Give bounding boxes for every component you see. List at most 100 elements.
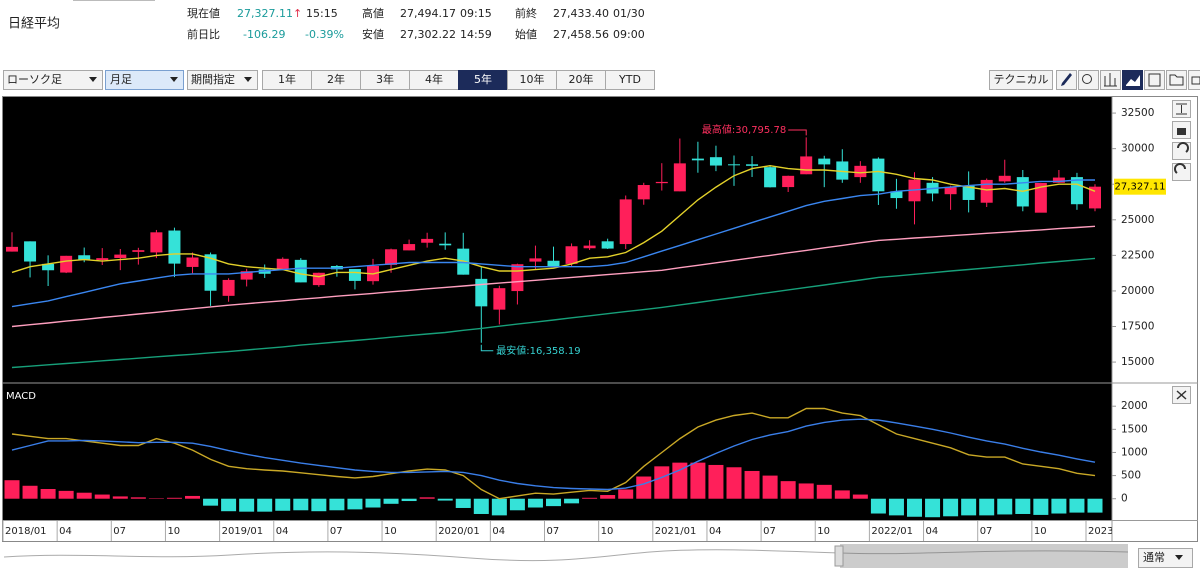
- candle-body: [583, 245, 596, 249]
- x-axis: 2018/01 04 07 10 2019/01 04 07 10 2020/01 04 07 10 2…: [2, 521, 1112, 541]
- glyph: [1104, 73, 1117, 87]
- range-button[interactable]: 2年: [311, 70, 361, 90]
- value: 27,327.11: [237, 7, 293, 20]
- candle-body: [529, 258, 542, 262]
- annotation-connector: [788, 129, 807, 136]
- histogram-bar: [780, 481, 796, 499]
- x-tick-label: 04: [926, 526, 939, 537]
- y-tick-label: 1000: [1121, 446, 1148, 458]
- range-button[interactable]: 3年: [360, 70, 410, 90]
- candle-body: [818, 158, 831, 165]
- range-button[interactable]: 10年: [507, 70, 557, 90]
- chart-type-select[interactable]: ローソク足: [3, 70, 103, 90]
- select-box: [1138, 548, 1193, 568]
- period-select[interactable]: 期間指定: [187, 70, 258, 90]
- navigator-handle[interactable]: [834, 545, 844, 567]
- candle-body: [800, 156, 813, 175]
- y-tick-label: 30000: [1121, 143, 1154, 155]
- histogram-bar: [564, 498, 580, 504]
- histogram-bar: [852, 494, 868, 499]
- x-tick-label: 2021/01: [655, 526, 697, 537]
- candle-body: [186, 257, 199, 267]
- y-tick-label: 20000: [1121, 285, 1154, 297]
- mode-select[interactable]: 通常: [1138, 548, 1193, 568]
- histogram-bar: [1069, 498, 1085, 513]
- select-box: [187, 70, 258, 90]
- arrow: ↑: [293, 7, 302, 20]
- navigator-window[interactable]: [840, 544, 1128, 568]
- label: 高値: [362, 6, 384, 20]
- y-tick-label: 17500: [1121, 321, 1154, 333]
- histogram-bar: [329, 498, 345, 511]
- candle-body: [511, 264, 524, 292]
- y-tick-label: 25000: [1121, 214, 1154, 226]
- y-tick-label: 32500: [1121, 107, 1154, 119]
- histogram-bar: [618, 489, 634, 499]
- histogram-bar: [112, 496, 128, 499]
- histogram-bar: [744, 470, 760, 499]
- glyph: [1177, 142, 1189, 153]
- candle-body: [42, 263, 55, 271]
- candle-body: [240, 271, 253, 280]
- candle-body: [890, 191, 903, 199]
- candle-body: [403, 244, 416, 251]
- icon-print[interactable]: [1188, 70, 1200, 90]
- frame: [2, 96, 1198, 542]
- glyph: [1176, 390, 1187, 400]
- select-text: 期間指定: [191, 72, 235, 86]
- icon-save[interactable]: [1144, 70, 1165, 90]
- interval-select[interactable]: 月足: [105, 70, 184, 90]
- glyph: [1176, 103, 1187, 115]
- candle-body: [150, 232, 163, 253]
- candle-body: [836, 161, 849, 180]
- candle-body: [276, 258, 289, 270]
- histogram-bar: [257, 498, 273, 512]
- histogram-bar: [798, 483, 814, 499]
- range-button[interactable]: 4年: [409, 70, 459, 90]
- quote: 現在値 27,327.11 ↑ 15:15 高値 27,494.17 09:15…: [187, 6, 645, 41]
- histogram-bar: [997, 498, 1013, 515]
- button-text: 3年: [376, 72, 394, 86]
- histogram-bar: [239, 498, 255, 512]
- histogram-bar: [455, 498, 471, 508]
- histogram-bar: [816, 484, 832, 499]
- x-tick-label: 2018/01: [5, 526, 47, 537]
- histogram-bar: [582, 497, 598, 499]
- label: 前日比: [187, 27, 220, 41]
- candle-body: [565, 246, 578, 264]
- histogram-bar: [365, 498, 381, 508]
- x-tick-label: 07: [547, 526, 560, 537]
- caret: [1175, 555, 1183, 560]
- candle-body: [728, 164, 740, 166]
- value: 27,433.40: [553, 7, 609, 20]
- histogram-bar: [166, 497, 182, 499]
- range-button[interactable]: 5年: [458, 70, 508, 90]
- candle-body: [439, 243, 452, 246]
- candle-body: [691, 158, 704, 161]
- histogram-bar: [907, 498, 922, 517]
- candle-body: [60, 255, 73, 273]
- button-text: 4年: [425, 72, 443, 86]
- range-button[interactable]: 20年: [556, 70, 606, 90]
- x-tick-label: 07: [330, 526, 343, 537]
- histogram-bar: [401, 498, 417, 502]
- range-button[interactable]: YTD: [605, 70, 655, 90]
- select-text: ローソク足: [7, 73, 62, 86]
- histogram-bar: [437, 498, 453, 501]
- histogram-bar: [76, 492, 92, 499]
- technical-button[interactable]: テクニカル: [989, 70, 1053, 90]
- candle-body: [655, 181, 668, 184]
- x-tick-label: 10: [384, 526, 397, 537]
- value: -106.29: [243, 28, 285, 41]
- icon-zoom[interactable]: [1078, 70, 1099, 90]
- candle-body: [1089, 186, 1101, 209]
- candle-body: [998, 175, 1011, 182]
- value: 27,458.56: [553, 28, 609, 41]
- last-price-label: 27,327.11: [1115, 182, 1166, 193]
- histogram-bar: [383, 498, 399, 504]
- panel-tools: [1172, 100, 1191, 404]
- y-tick-label: 2000: [1121, 400, 1148, 412]
- range-button[interactable]: 1年: [262, 70, 312, 90]
- glyph: [1082, 74, 1092, 84]
